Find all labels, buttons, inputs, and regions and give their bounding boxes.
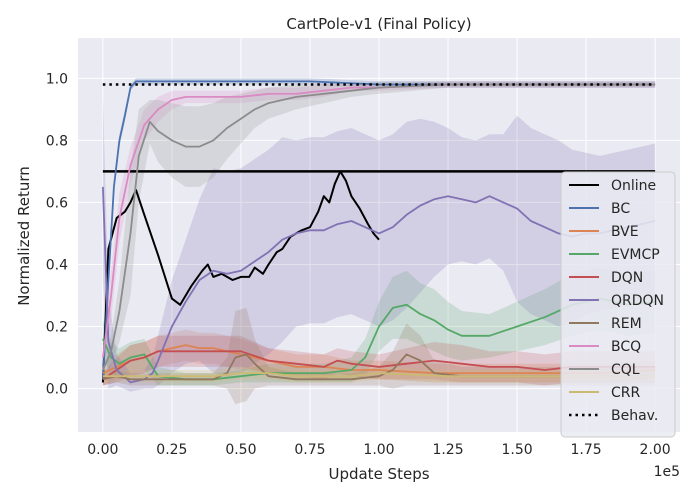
band-bve — [102, 329, 656, 386]
y-tick-label: 0.8 — [46, 133, 68, 149]
x-offset-label: 1e5 — [654, 464, 680, 480]
x-tick-label: 1.50 — [501, 442, 532, 458]
x-tick-label: 1.00 — [363, 442, 394, 458]
x-axis-label: Update Steps — [328, 465, 429, 483]
legend-label-dqn: DQN — [611, 270, 643, 286]
band-crr — [102, 366, 656, 383]
legend-label-bcq: BCQ — [611, 339, 641, 355]
legend-label-online: Online — [611, 178, 656, 194]
uncertainty-bands — [102, 78, 656, 405]
y-tick-labels: 0.0 0.2 0.4 0.6 0.8 1.0 — [46, 71, 68, 397]
x-tick-label: 0.75 — [294, 442, 325, 458]
legend-label-bve: BVE — [611, 224, 639, 240]
line-cql — [102, 83, 656, 371]
chart-title: CartPole-v1 (Final Policy) — [286, 15, 471, 33]
legend: Online BC BVE EVMCP DQN QRDQN REM BCQ CQL CRR Beha… — [560, 171, 676, 438]
legend-label-rem: REM — [611, 316, 642, 332]
y-tick-label: 1.0 — [46, 71, 68, 87]
x-tick-label: 2.00 — [640, 442, 671, 458]
y-tick-label: 0.0 — [46, 382, 68, 398]
band-rem — [102, 307, 656, 405]
y-tick-label: 0.4 — [46, 257, 68, 273]
line-evmcp — [102, 297, 656, 381]
line-crr — [102, 372, 656, 378]
x-tick-label: 1.75 — [571, 442, 602, 458]
series-lines — [101, 80, 656, 384]
line-online — [101, 170, 380, 383]
x-tick-label: 0.25 — [156, 442, 187, 458]
band-cql — [102, 81, 656, 380]
legend-label-cql: CQL — [611, 362, 640, 378]
x-tick-label: 1.25 — [432, 442, 463, 458]
legend-label-crr: CRR — [611, 385, 641, 401]
band-qrdqn — [102, 93, 656, 392]
x-tick-label: 0.50 — [225, 442, 256, 458]
x-tick-label: 0.00 — [87, 442, 118, 458]
y-tick-label: 0.2 — [46, 320, 68, 336]
legend-box — [560, 171, 676, 438]
x-tick-labels: 0.00 0.25 0.50 0.75 1.00 1.25 1.50 1.75 2.00 — [87, 442, 670, 458]
legend-label-bc: BC — [611, 201, 630, 217]
line-qrdqn — [102, 186, 656, 384]
legend-label-qrdqn: QRDQN — [611, 293, 664, 309]
y-tick-label: 0.6 — [46, 195, 68, 211]
line-dqn — [102, 350, 656, 381]
legend-label-evmcp: EVMCP — [611, 247, 660, 263]
legend-label-behav: Behav. — [611, 408, 658, 424]
y-axis-label: Normalized Return — [15, 166, 33, 306]
